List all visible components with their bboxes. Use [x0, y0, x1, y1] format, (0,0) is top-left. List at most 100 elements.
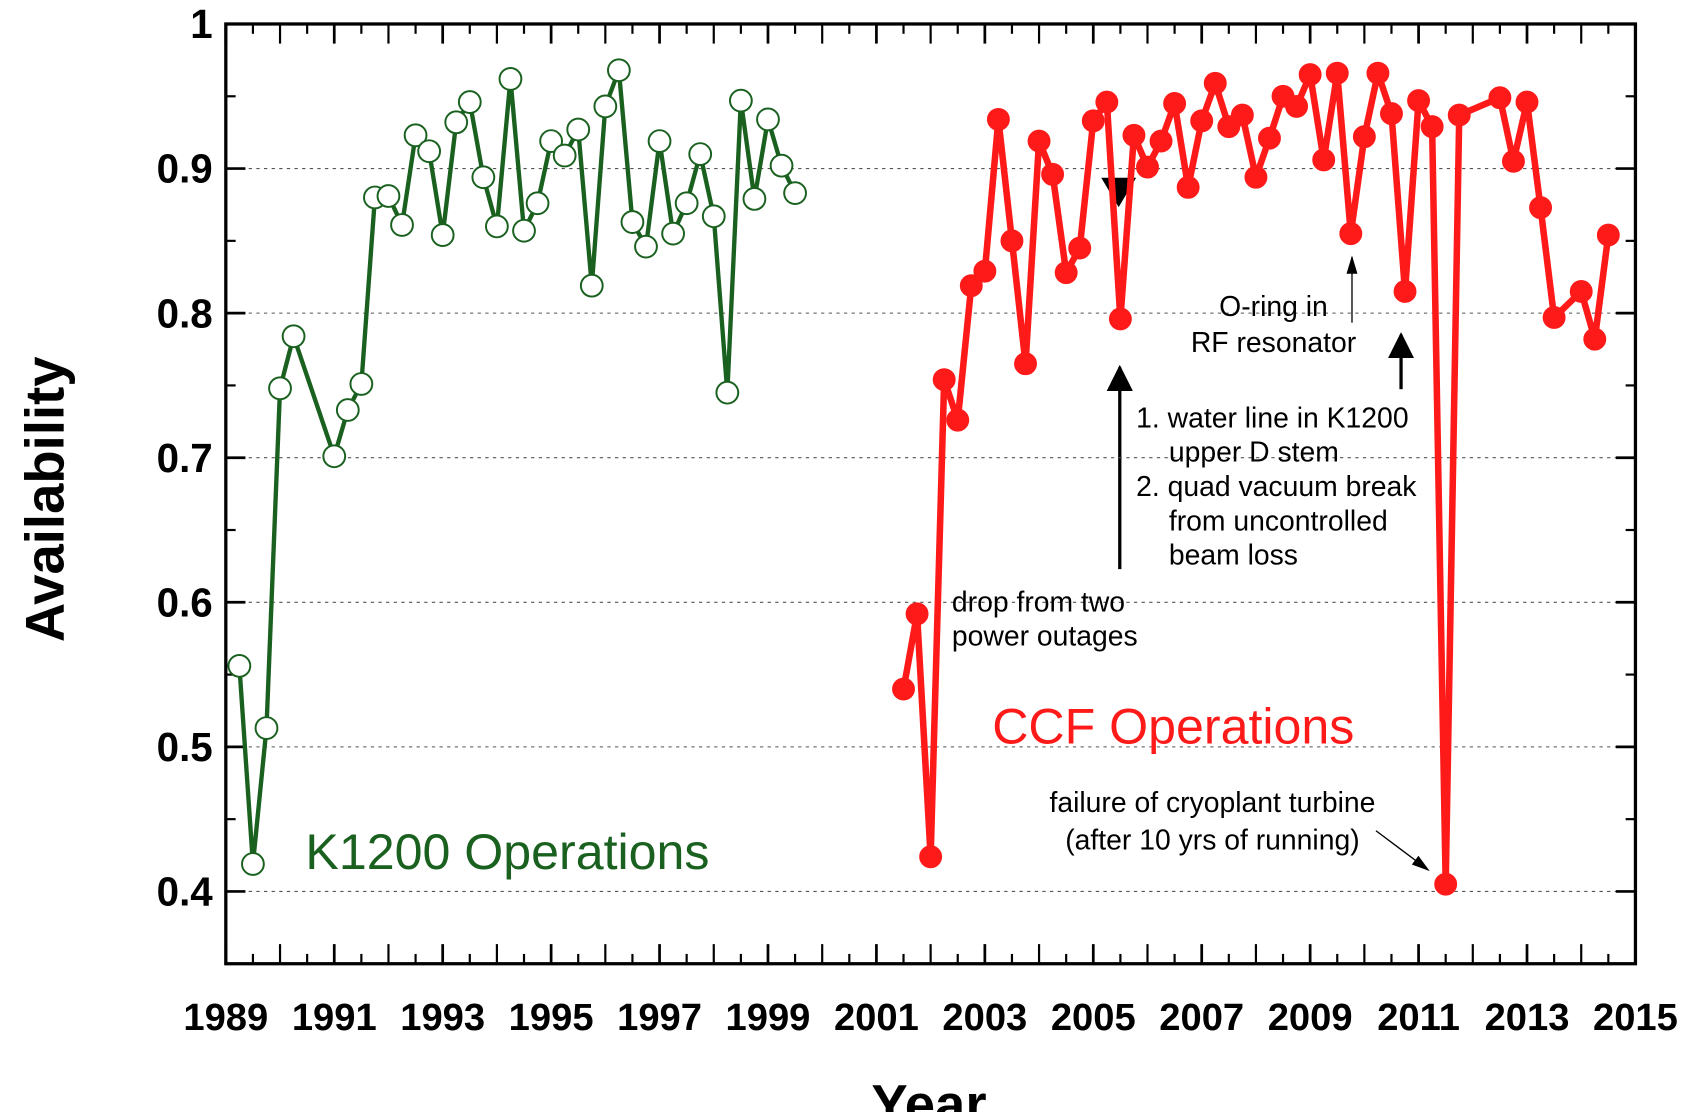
data-point	[579, 273, 604, 298]
annotation: 1. water line in K1200	[1136, 402, 1408, 434]
data-point	[1434, 872, 1458, 896]
data-point	[1203, 71, 1227, 95]
data-point	[769, 153, 794, 178]
x-tick-label: 2015	[1593, 996, 1678, 1039]
data-point	[1542, 306, 1566, 329]
data-point	[1583, 327, 1607, 351]
x-tick-label: 2007	[1159, 996, 1244, 1039]
data-point	[1325, 61, 1349, 85]
data-point	[1068, 236, 1092, 260]
arrow	[1375, 830, 1430, 872]
data-point	[390, 213, 414, 237]
x-tick-label: 2005	[1051, 996, 1136, 1039]
series-label: CCF Operations	[992, 699, 1354, 755]
data-point	[254, 716, 279, 740]
data-point	[715, 380, 740, 405]
data-point	[1027, 129, 1051, 153]
annotation: 2. quad vacuum break	[1136, 471, 1417, 503]
y-axis-label: Availability	[14, 356, 75, 642]
data-point	[728, 88, 753, 113]
data-point	[1176, 175, 1200, 199]
annotation: RF resonator	[1191, 327, 1356, 359]
data-point	[1000, 229, 1024, 253]
data-point	[1122, 123, 1146, 147]
data-point	[1081, 109, 1105, 133]
data-point	[1502, 149, 1525, 173]
data-point	[417, 139, 442, 164]
data-point	[512, 218, 536, 243]
annotation: from uncontrolled	[1169, 505, 1388, 537]
annotation: drop from two	[952, 587, 1125, 619]
data-point	[756, 107, 780, 132]
data-point	[1014, 352, 1037, 376]
data-point	[1569, 280, 1593, 303]
data-point	[335, 398, 360, 422]
data-point	[634, 234, 658, 259]
data-point	[674, 191, 699, 216]
x-tick-label: 1995	[509, 996, 594, 1039]
data-point	[1515, 90, 1539, 114]
data-point	[457, 90, 482, 114]
data-point	[485, 214, 509, 239]
x-tick-label: 1993	[400, 996, 485, 1039]
x-tick-label: 2011	[1377, 996, 1460, 1039]
x-tick-label: 1997	[617, 996, 702, 1039]
x-tick-label: 2003	[942, 996, 1027, 1039]
data-point	[1488, 86, 1512, 110]
data-point	[688, 142, 713, 166]
data-point	[471, 165, 496, 190]
y-tick-label: 1	[190, 1, 212, 47]
x-tick-label: 1999	[726, 996, 811, 1039]
y-tick-label: 0.8	[157, 290, 213, 336]
y-tick-label: 0.6	[157, 579, 213, 625]
data-point	[1041, 162, 1065, 186]
data-point	[1380, 102, 1403, 126]
data-point	[661, 221, 685, 246]
y-tick-label: 0.9	[157, 146, 213, 192]
data-point	[973, 259, 997, 283]
annotation: (after 10 yrs of running)	[1065, 824, 1359, 856]
series-line	[237, 68, 798, 867]
data-point	[1095, 90, 1119, 114]
data-point	[268, 376, 292, 401]
data-point	[1339, 222, 1363, 246]
data-point	[539, 129, 563, 153]
data-point	[593, 94, 618, 119]
x-tick-label: 2009	[1268, 996, 1353, 1039]
annotation: failure of cryoplant turbine	[1049, 787, 1375, 819]
x-tick-label: 2013	[1485, 996, 1570, 1039]
data-point	[919, 845, 943, 869]
data-point	[1312, 148, 1336, 172]
data-point	[783, 181, 807, 206]
data-point	[566, 117, 591, 142]
data-point	[905, 602, 929, 626]
data-point	[932, 368, 956, 392]
data-point	[444, 110, 469, 135]
data-point	[620, 210, 645, 234]
x-tick-label: 1989	[183, 996, 268, 1039]
data-point	[498, 67, 523, 91]
data-point	[1420, 115, 1444, 139]
y-tick-label: 0.7	[157, 435, 213, 481]
data-point	[1136, 155, 1159, 179]
data-point	[959, 274, 983, 298]
annotation: O-ring in	[1219, 291, 1328, 323]
data-point	[1230, 103, 1254, 127]
data-point	[403, 123, 428, 148]
data-point	[349, 372, 374, 396]
annotation: upper D stem	[1169, 437, 1339, 469]
x-tick-label: 2001	[834, 996, 919, 1039]
data-point	[1298, 63, 1322, 87]
data-point	[227, 654, 252, 678]
data-point	[1407, 89, 1431, 113]
data-point	[1529, 196, 1553, 220]
data-point	[552, 143, 577, 168]
data-point	[647, 129, 672, 153]
data-point	[1258, 126, 1281, 150]
data-point	[376, 184, 401, 208]
data-point	[1190, 109, 1214, 133]
x-tick-label: 1991	[292, 996, 377, 1039]
data-point	[525, 191, 550, 216]
data-point	[1447, 103, 1471, 127]
